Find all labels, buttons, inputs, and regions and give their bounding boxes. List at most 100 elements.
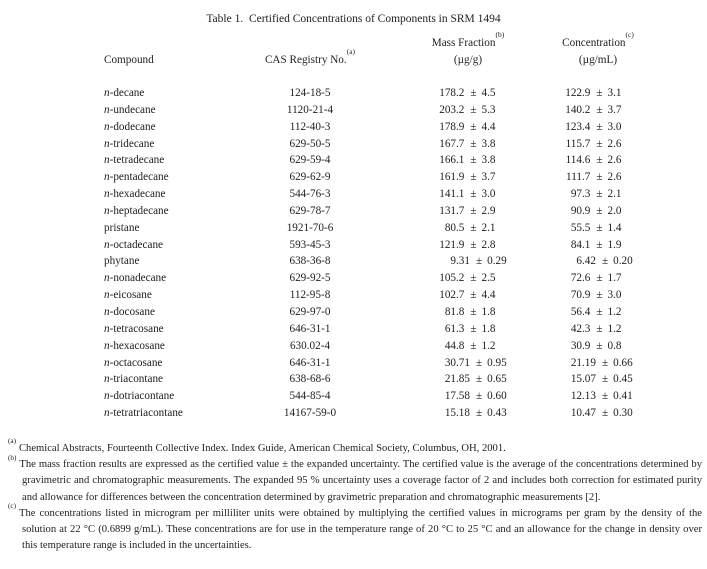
concentration-cell: 123.4 ±3.0 (534, 119, 622, 136)
conc-uncertainty: 1.2 (607, 322, 622, 335)
table-row: n-eicosane 112-95-8 102.7 ±4.4 70.9 ±3.0 (0, 287, 707, 304)
concentration-cell: 6.42 ±0.20 (534, 253, 632, 270)
mf-dec: .31 (456, 255, 470, 268)
conc-dec: .13 (582, 390, 596, 403)
mass-fraction-cell: 15.18 ±0.43 (408, 405, 507, 422)
cas-cell: 638-68-6 (289, 373, 331, 386)
conc-plus-minus: ± (596, 188, 603, 201)
mf-plus-minus: ± (470, 238, 477, 251)
mf-plus-minus: ± (470, 171, 477, 184)
conc-dec: .6 (582, 272, 591, 285)
concentration-cell: 114.6 ±2.6 (534, 152, 622, 169)
footnote-text: Chemical Abstracts, Fourteenth Collectiv… (18, 443, 506, 454)
compound-cell: pristane (104, 221, 140, 234)
conc-dec: .9 (582, 339, 591, 352)
table-row: n-tetradecane 629-59-4 166.1 ±3.8 114.6 ±2… (0, 152, 707, 169)
conc-int: 97 (570, 188, 582, 201)
mf-int: 105 (439, 272, 456, 285)
mf-dec: .58 (456, 390, 470, 403)
table-row: n-decane 124-18-5 178.2 ±4.5 122.9 ±3.1 (0, 85, 707, 102)
table-row: n-dodecane 112-40-3 178.9 ±4.4 123.4 ±3.0 (0, 119, 707, 136)
conc-dec: .47 (582, 407, 596, 420)
conc-plus-minus: ± (596, 221, 603, 234)
mf-plus-minus: ± (470, 221, 477, 234)
cas-cell: 1921-70-6 (286, 221, 334, 234)
mf-dec: .3 (456, 322, 465, 335)
compound-cell: n-tetracosane (104, 322, 164, 335)
footnote: (c)The concentrations listed in microgra… (8, 503, 702, 555)
conc-dec: .9 (582, 289, 591, 302)
compound-cell: n-dodecane (104, 120, 156, 133)
mf-dec: .8 (456, 305, 465, 318)
compound-cell: n-pentadecane (104, 171, 169, 184)
footnote-marker-b: (b) (495, 30, 505, 40)
conc-plus-minus: ± (601, 373, 609, 386)
mf-uncertainty: 3.7 (481, 171, 496, 184)
conc-uncertainty: 0.41 (613, 390, 633, 403)
header-cas: CAS Registry No.(a) (240, 48, 380, 66)
compound-cell: n-octacosane (104, 356, 163, 369)
cas-cell: 112-40-3 (289, 120, 331, 133)
mf-uncertainty: 1.8 (481, 305, 496, 318)
cas-cell: 629-97-0 (289, 305, 331, 318)
conc-int: 114 (565, 154, 582, 167)
mf-dec: .71 (456, 356, 470, 369)
mf-int: 161 (439, 171, 456, 184)
mf-uncertainty: 0.95 (487, 356, 507, 369)
conc-uncertainty: 2.1 (607, 188, 622, 201)
conc-uncertainty: 2.0 (607, 204, 622, 217)
cas-cell: 629-78-7 (289, 204, 331, 217)
conc-dec: .42 (582, 255, 596, 268)
compound-cell: n-tetradecane (104, 154, 165, 167)
compound-cell: phytane (104, 255, 140, 268)
concentration-cell: 10.47 ±0.30 (534, 405, 633, 422)
conc-plus-minus: ± (601, 407, 609, 420)
conc-dec: .5 (582, 221, 591, 234)
cas-cell: 630.02-4 (289, 339, 331, 352)
conc-dec: .2 (582, 103, 591, 116)
cas-cell: 629-59-4 (289, 154, 331, 167)
mf-plus-minus: ± (475, 390, 483, 403)
mf-dec: .2 (456, 87, 465, 99)
mf-plus-minus: ± (470, 137, 477, 150)
mf-plus-minus: ± (470, 339, 477, 352)
conc-uncertainty: 0.8 (607, 339, 622, 352)
concentration-cell: 15.07 ±0.45 (534, 371, 633, 388)
mf-int: 167 (439, 137, 456, 150)
cas-cell: 112-95-8 (289, 289, 331, 302)
mf-uncertainty: 4.4 (481, 120, 496, 133)
mf-uncertainty: 1.2 (481, 339, 496, 352)
conc-int: 84 (570, 238, 582, 251)
mf-uncertainty: 2.5 (481, 272, 496, 285)
footnote: (b)The mass fraction results are express… (8, 454, 702, 506)
conc-dec: .07 (582, 373, 596, 386)
conc-dec: .3 (582, 188, 591, 201)
mf-int: 102 (439, 289, 456, 302)
concentration-cell: 30.9 ±0.8 (534, 338, 622, 355)
mf-plus-minus: ± (470, 289, 477, 302)
cas-cell: 124-18-5 (289, 87, 331, 99)
mf-plus-minus: ± (470, 188, 477, 201)
mf-dec: .1 (456, 154, 465, 167)
conc-plus-minus: ± (596, 87, 603, 99)
mf-int: 178 (439, 120, 456, 133)
table-row: pristane 1921-70-6 80.5 ±2.1 55.5 ±1.4 (0, 220, 707, 237)
mass-fraction-cell: 44.8 ±1.2 (408, 338, 496, 355)
conc-uncertainty: 3.1 (607, 87, 622, 99)
conc-plus-minus: ± (596, 238, 603, 251)
cas-cell: 638-36-8 (289, 255, 331, 268)
cas-cell: 629-62-9 (289, 171, 331, 184)
mass-fraction-cell: 9.31 ±0.29 (408, 253, 506, 270)
conc-int: 10 (570, 407, 582, 420)
conc-uncertainty: 1.2 (607, 305, 622, 318)
mf-int: 30 (444, 356, 456, 369)
conc-uncertainty: 2.6 (607, 154, 622, 167)
mf-dec: .85 (456, 373, 470, 386)
conc-uncertainty: 3.0 (607, 120, 622, 133)
conc-plus-minus: ± (596, 103, 603, 116)
mf-int: 61 (444, 322, 456, 335)
conc-dec: .4 (582, 120, 591, 133)
cas-cell: 1120-21-4 (286, 103, 334, 116)
compound-cell: n-tetratriacontane (104, 407, 183, 420)
